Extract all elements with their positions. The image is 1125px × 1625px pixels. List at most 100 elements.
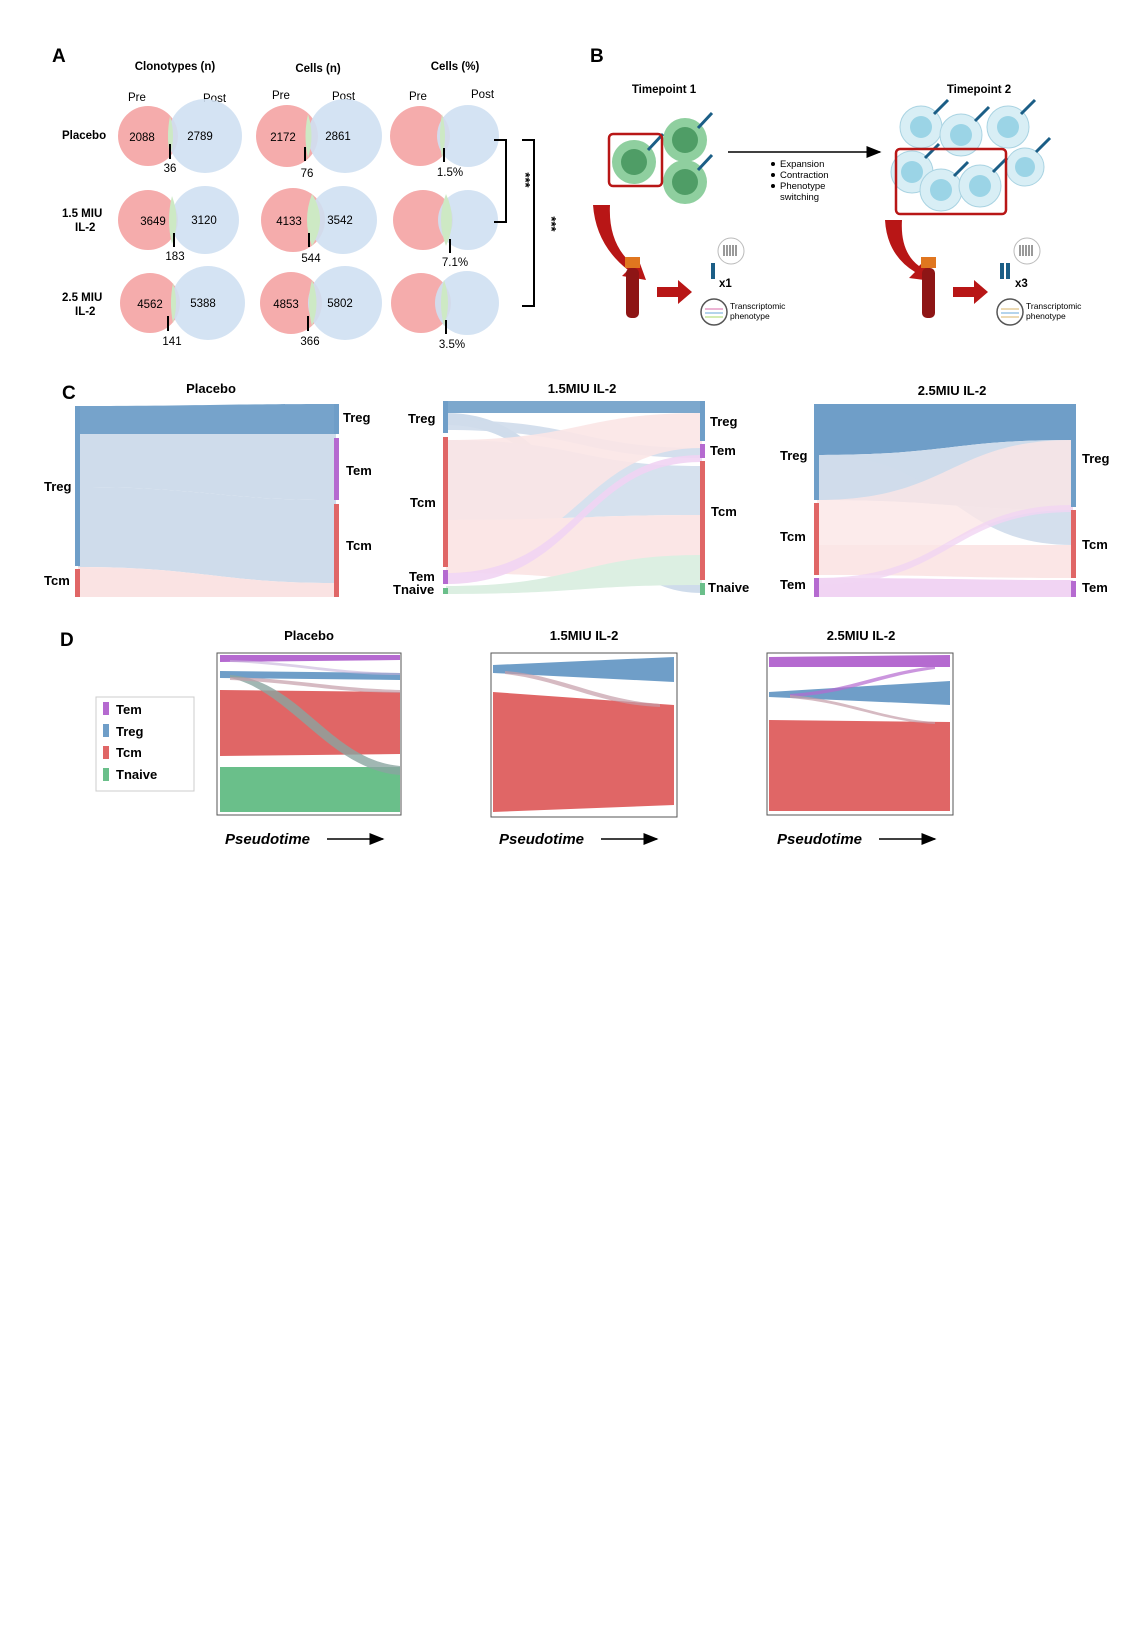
venn-pct-25: 3.5%: [391, 271, 499, 351]
node-left-tcm-15: [443, 437, 448, 567]
label-left-tem-15: Tem: [409, 569, 435, 584]
band-tnaive: [220, 767, 400, 812]
transcriptome-icon-1: [700, 298, 728, 326]
label-right-tem-25: Tem: [1082, 580, 1108, 595]
legend-swatch-tcm: [103, 746, 109, 759]
label-left-tnaive-15: Tnaive: [393, 582, 434, 597]
timepoint-2-label: Timepoint 2: [947, 84, 1011, 96]
node-left-treg: [75, 406, 80, 566]
panel-a-letter: A: [52, 46, 66, 67]
cells-pre-placebo: 2172: [270, 132, 296, 144]
event-contraction: Contraction: [780, 170, 829, 181]
header-clonotypes: Clonotypes (n): [135, 61, 216, 73]
venn-cells-15: 4133 3542 544: [261, 186, 377, 265]
transcriptomic-label-2: Transcriptomic: [1026, 301, 1082, 311]
pct-15: 7.1%: [442, 257, 468, 269]
barcode-icon-1: [711, 237, 745, 279]
red-arrow-1: [657, 280, 692, 304]
label-left-tcm-25: Tcm: [780, 529, 806, 544]
flow-treg-treg-top: [78, 404, 336, 434]
sankey-15miu: 1.5MIU IL-2 Treg Tcm Tem Tnaive Treg Tem…: [393, 381, 749, 597]
label-right-treg: Treg: [343, 410, 371, 425]
event-expansion: Expansion: [780, 159, 824, 170]
pct-25: 3.5%: [439, 339, 465, 351]
node-left-tem-15: [443, 570, 448, 584]
cells-post-placebo: 2861: [325, 131, 351, 143]
pct-placebo: 1.5%: [437, 167, 463, 179]
panel-c-letter: C: [62, 383, 76, 404]
band-tem-25: [769, 655, 950, 667]
stream-15-title: 1.5MIU IL-2: [550, 628, 619, 643]
sig-stars-2: ***: [544, 216, 559, 232]
venn-clonotypes-placebo: 2088 2789 36: [118, 99, 242, 175]
band-treg-15: [493, 657, 674, 682]
label-right-tcm: Tcm: [346, 538, 372, 553]
event-phenotype: Phenotype: [780, 181, 825, 192]
node-left-treg-15: [443, 401, 448, 433]
sankey-placebo-title: Placebo: [186, 381, 236, 396]
band-tem: [220, 655, 400, 662]
flow-tcm-treg-25: [817, 440, 1073, 575]
label-left-treg-25: Treg: [780, 448, 808, 463]
flow-treg-tcm: [78, 487, 336, 583]
label-left-tem-25: Tem: [780, 577, 806, 592]
red-curved-arrow-1: [593, 205, 646, 280]
node-left-tcm-25: [814, 503, 819, 575]
node-right-tem-25: [1071, 581, 1076, 597]
panel-b-letter: B: [590, 46, 604, 67]
clon-overlap-placebo: 36: [164, 163, 177, 175]
panel-b: B Timepoint 1 Timepoint 2 Expansion Cont…: [590, 46, 1082, 326]
panel-a: A Clonotypes (n) Cells (n) Cells (%) Pre…: [52, 46, 559, 351]
label-left-treg: Treg: [44, 479, 72, 494]
label-left-treg-15: Treg: [408, 411, 436, 426]
phenotype-label-2: phenotype: [1026, 311, 1066, 321]
label-right-tcm-15: Tcm: [711, 504, 737, 519]
label-right-treg-25: Treg: [1082, 451, 1110, 466]
label-right-tcm-25: Tcm: [1082, 537, 1108, 552]
node-right-tem: [334, 438, 339, 500]
sankey-25-title: 2.5MIU IL-2: [918, 383, 987, 398]
clon-overlap-25: 141: [162, 336, 181, 348]
pseudotime-label-3: Pseudotime: [777, 831, 862, 848]
node-left-treg-25: [814, 404, 819, 500]
legend-tnaive: Tnaive: [116, 767, 157, 782]
panel-d: D Tem Treg Tcm Tnaive Placebo Pseudotime: [60, 628, 954, 848]
label-right-tem: Tem: [346, 463, 372, 478]
venn-pct-15: 7.1%: [393, 190, 498, 269]
blood-tube-icon-1: [625, 257, 640, 318]
cells-overlap-placebo: 76: [301, 168, 314, 180]
pseudotime-label-1: Pseudotime: [225, 831, 310, 848]
clon-post-25: 5388: [190, 298, 216, 310]
label-left-tcm-15: Tcm: [410, 495, 436, 510]
barcode-icon-2: [1000, 237, 1041, 279]
flow-tem-treg-d: [230, 660, 400, 675]
legend-swatch-tnaive: [103, 768, 109, 781]
flow-tem-tem: [446, 455, 702, 584]
clon-post-15: 3120: [191, 215, 217, 227]
legend-tem: Tem: [116, 702, 142, 717]
red-arrow-2: [953, 280, 988, 304]
events-list: Expansion Contraction Phenotype switchin…: [771, 159, 829, 203]
flow-tcm-tcm: [78, 567, 336, 597]
header-cells-pct: Cells (%): [431, 61, 480, 73]
red-curved-arrow-2: [885, 220, 932, 281]
clon-post-placebo: 2789: [187, 131, 213, 143]
flow-treg-treg: [446, 401, 702, 413]
pre-label-3: Pre: [409, 91, 427, 103]
stream-25miu: 2.5MIU IL-2 Pseudotime: [766, 628, 954, 848]
pre-label-1: Pre: [128, 92, 146, 104]
panel-c: C Placebo Treg Tcm Treg Tem Tcm 1.5MIU I…: [44, 381, 1110, 597]
cells-pre-25: 4853: [273, 299, 299, 311]
stream-placebo: Placebo Pseudotime: [216, 628, 402, 848]
sankey-15-title: 1.5MIU IL-2: [548, 381, 617, 396]
legend-swatch-treg: [103, 724, 109, 737]
cells-post-25: 5802: [327, 298, 353, 310]
cells-overlap-15: 544: [301, 253, 321, 265]
post-label-3: Post: [471, 89, 495, 101]
flow-tnaive-tnaive: [446, 555, 702, 594]
pre-label-2: Pre: [272, 90, 290, 102]
venn-clonotypes-25: 4562 5388 141: [120, 266, 245, 348]
blood-tube-icon-2: [921, 257, 936, 318]
venn-cells-25: 4853 5802 366: [260, 266, 382, 348]
transcriptome-icon-2: [996, 298, 1024, 326]
